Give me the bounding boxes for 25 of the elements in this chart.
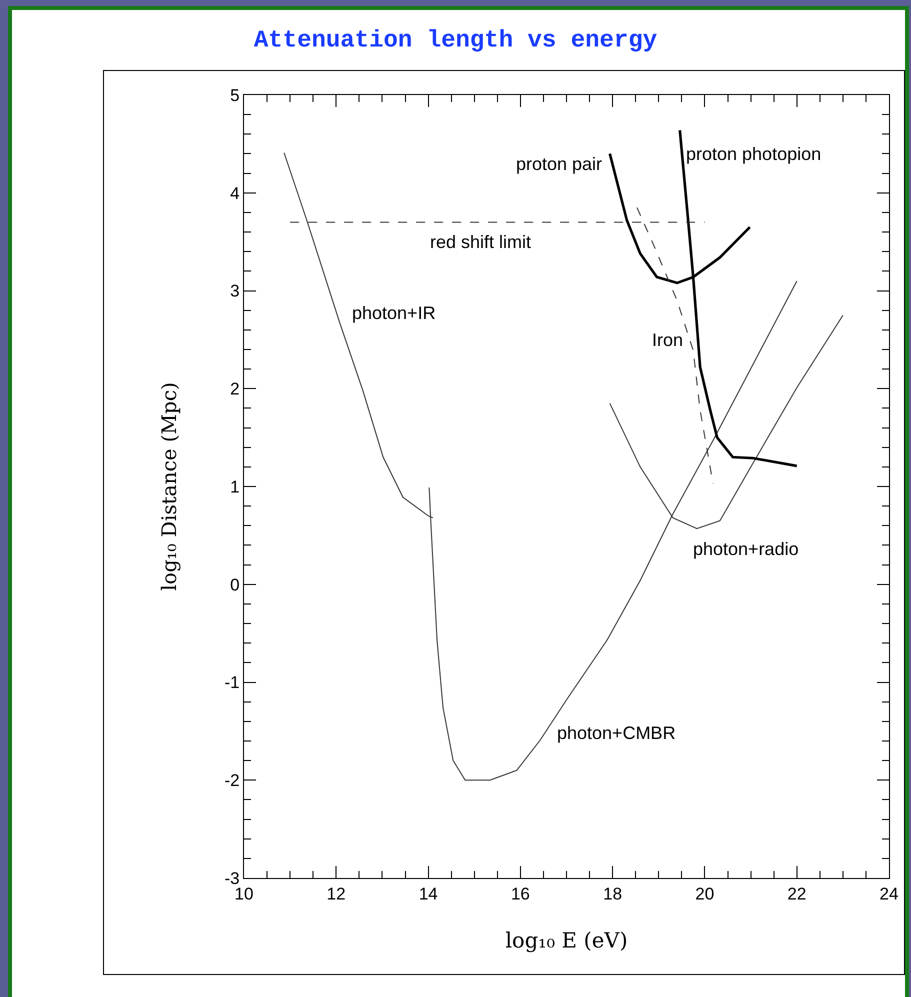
series-label: red shift limit — [430, 232, 532, 252]
y-tick-label: 4 — [230, 184, 240, 203]
y-tick-label: 0 — [230, 575, 240, 594]
x-tick-label: 22 — [787, 884, 806, 904]
y-tick-label: 5 — [230, 86, 240, 105]
series-label: Iron — [652, 330, 684, 350]
x-tick-label: 20 — [695, 884, 714, 904]
series-label: proton photopion — [686, 144, 822, 164]
x-tick-label: 18 — [603, 884, 622, 904]
x-tick-label: 14 — [418, 884, 438, 904]
series-label: photon+radio — [693, 539, 799, 559]
y-tick-label: -2 — [224, 771, 240, 790]
y-axis-title: log₁₀ Distance (Mpc) — [156, 382, 181, 591]
y-tick-label: 2 — [230, 380, 240, 399]
series-label: photon+CMBR — [557, 723, 676, 743]
y-tick-label: -1 — [224, 673, 240, 692]
x-tick-label: 12 — [326, 884, 346, 904]
y-tick-label: 1 — [230, 477, 240, 496]
y-tick-label: 3 — [230, 282, 240, 301]
x-tick-label: 24 — [880, 884, 898, 904]
chart-title: Attenuation length vs energy — [254, 27, 658, 54]
x-axis-title: log₁₀ E (eV) — [505, 928, 628, 953]
series-label: photon+IR — [352, 303, 436, 323]
x-tick-label: 16 — [510, 884, 530, 904]
series-label: proton pair — [516, 154, 602, 174]
